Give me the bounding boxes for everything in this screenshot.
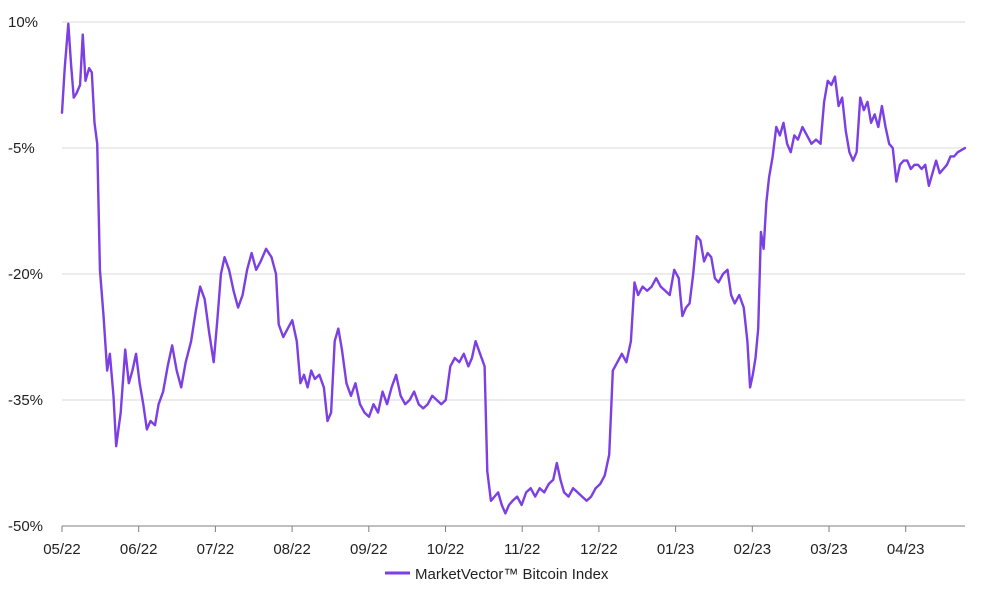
y-tick-label: -5% xyxy=(8,140,35,157)
x-tick-label: 01/23 xyxy=(657,541,695,558)
x-tick-label: 08/22 xyxy=(273,541,311,558)
x-tick-label: 11/22 xyxy=(504,541,540,558)
x-axis-labels: 05/22 06/22 07/22 08/22 09/22 10/22 11/22 12/22… xyxy=(43,541,924,558)
legend-label: MarketVector™ Bitcoin Index xyxy=(415,566,609,583)
x-tick-label: 03/23 xyxy=(810,541,848,558)
x-tick-label: 10/22 xyxy=(427,541,465,558)
series-layer xyxy=(60,22,967,515)
x-tick-label: 05/22 xyxy=(43,541,81,558)
legend: MarketVector™ Bitcoin Index xyxy=(385,566,609,583)
x-tick-label: 04/23 xyxy=(887,541,925,558)
x-axis-ticks xyxy=(61,526,907,532)
y-axis-labels: 10% -5% -20% -35% -50% xyxy=(8,14,43,535)
gridlines xyxy=(62,21,965,401)
x-tick-label: 12/22 xyxy=(580,541,618,558)
y-tick-label: -50% xyxy=(8,518,43,535)
x-tick-label: 02/23 xyxy=(734,541,772,558)
y-tick-label: 10% xyxy=(8,14,38,31)
series-line-0 xyxy=(60,22,967,515)
y-tick-label: -35% xyxy=(8,392,43,409)
x-tick-label: 09/22 xyxy=(350,541,388,558)
x-tick-label: 07/22 xyxy=(197,541,235,558)
y-tick-label: -20% xyxy=(8,266,43,283)
x-tick-label: 06/22 xyxy=(120,541,158,558)
